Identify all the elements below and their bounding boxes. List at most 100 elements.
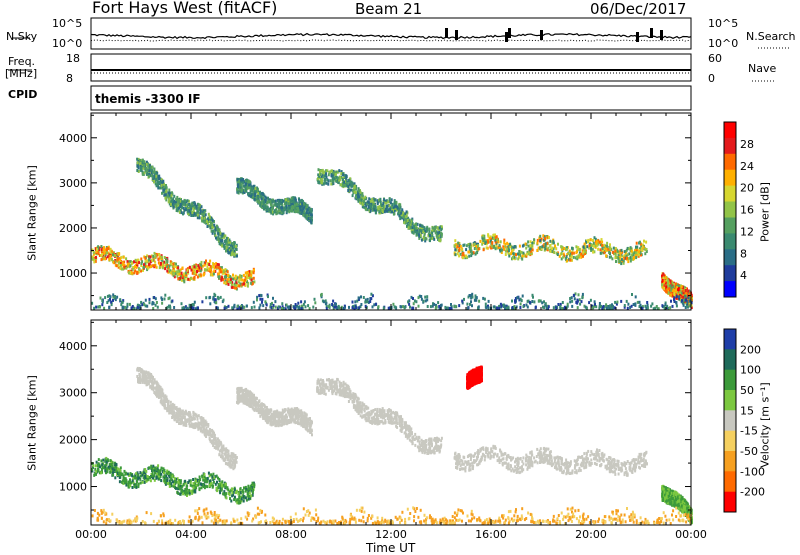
echo-cell [621,258,623,261]
echo-cell [267,295,269,298]
echo-cell [185,203,187,206]
echo-cell [194,301,196,304]
echo-cell [590,238,592,241]
echo-cell [191,269,193,272]
echo-cell [672,282,674,285]
echo-cell [627,307,629,310]
echo-cell [158,253,160,256]
echo-cell [241,279,243,282]
echo-cell [614,306,616,309]
echo-cell [557,253,559,256]
echo-cell [231,286,233,289]
echo-cell [178,199,180,202]
echo-cell [499,244,501,247]
echo-cell [208,296,210,299]
echo-cell [304,300,306,303]
echo-cell [597,248,599,251]
echo-cell [418,235,420,238]
echo-cell [489,237,491,240]
echo-cell [364,301,366,304]
echo-cell [639,301,641,304]
echo-cell [332,300,334,303]
echo-cell [357,198,359,201]
echo-cell [394,305,396,308]
echo-cell [201,217,203,220]
echo-cell [201,205,203,208]
echo-cell [212,229,214,232]
echo-cell [107,295,109,298]
echo-cell [551,247,553,250]
echo-cell [511,246,513,249]
echo-cell [678,295,680,298]
echo-cell [187,199,189,202]
echo-cell [201,300,203,303]
echo-cell [103,307,105,310]
echo-cell [651,302,653,305]
echo-cell [662,272,664,275]
echo-cell [595,242,597,245]
echo-cell [454,305,456,308]
echo-cell [266,303,268,306]
echo-cell [269,200,271,203]
echo-cell [226,306,228,309]
echo-cell [256,296,258,299]
echo-cell [253,271,255,274]
echo-cell [248,184,250,187]
echo-cell [599,302,601,305]
echo-cell [471,252,473,255]
echo-cell [265,205,267,208]
echo-cell [425,299,427,302]
echo-cell [663,287,665,290]
echo-cell [150,166,152,169]
echo-cell [204,211,206,214]
echo-cell [256,298,258,301]
echo-cell [529,244,531,247]
echo-cell [521,258,523,261]
echo-cell [522,252,524,255]
echo-cell [190,277,192,280]
echo-cell [181,272,183,275]
echo-cell [591,244,593,247]
echo-cell [225,281,227,284]
echo-cell [146,305,148,308]
echo-cell [498,307,500,310]
echo-cell [300,300,302,303]
echo-cell [461,248,463,251]
echo-cell [164,256,166,259]
echo-cell [528,252,530,255]
echo-cell [173,206,175,209]
echo-cell [662,279,664,282]
echo-cell [232,274,234,277]
echo-cell [233,252,235,255]
echo-cell [119,480,121,483]
echo-cell [529,249,531,252]
echo-cell [627,303,629,306]
echo-cell [486,246,488,249]
echo-cell [228,305,230,308]
echo-cell [505,253,507,256]
echo-cell [391,210,393,213]
echo-cell [247,186,249,189]
echo-cell [631,250,633,253]
echo-cell [634,304,636,307]
echo-cell [181,211,183,214]
echo-cell [483,238,485,241]
echo-cell [249,180,251,183]
echo-cell [192,272,194,275]
echo-cell [287,198,289,201]
echo-cell [435,231,437,234]
echo-cell [375,211,377,214]
echo-cell [470,300,472,303]
echo-cell [154,264,156,267]
echo-cell [425,237,427,240]
echo-cell [122,301,124,304]
echo-cell [378,305,380,308]
echo-cell [592,306,594,309]
echo-cell [156,301,158,304]
echo-cell [235,284,237,287]
echo-cell [136,271,138,274]
echo-cell [609,304,611,307]
echo-cell [495,247,497,250]
echo-cell [301,307,303,310]
echo-cell [199,476,201,479]
